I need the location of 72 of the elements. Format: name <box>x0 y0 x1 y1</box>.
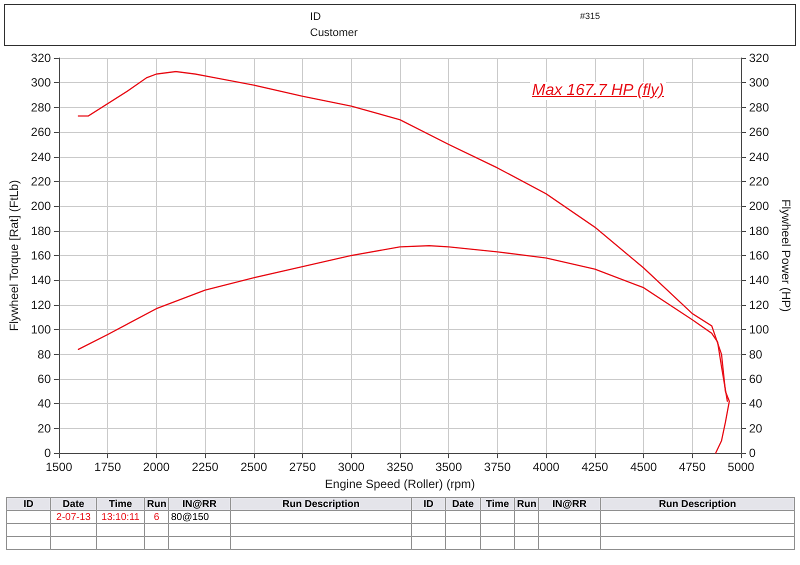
y-tick-label: 40 <box>38 396 52 411</box>
text: ID <box>310 11 321 23</box>
y-tick-label: 0 <box>44 446 52 460</box>
text: 80@150 <box>168 510 230 524</box>
y-tick-label: 140 <box>30 273 52 288</box>
text: 2-07-13 <box>50 510 96 524</box>
x-tick-label: 4750 <box>678 460 706 474</box>
x-tick-label: 2250 <box>192 460 219 474</box>
y2-tick-label: 120 <box>749 298 770 312</box>
y-tick-label: 280 <box>30 100 52 114</box>
text: IN@RR <box>168 498 230 510</box>
y-tick-label: 300 <box>30 76 52 90</box>
x-tick-label: 1750 <box>94 460 122 474</box>
y-tick-label: 20 <box>38 421 52 436</box>
y2-tick-label: 20 <box>749 421 763 436</box>
x-tick-label: 2750 <box>289 460 316 474</box>
y2-tick-label: 180 <box>749 224 770 238</box>
text: 13:10:11 <box>96 510 144 524</box>
text: 6 <box>144 510 168 524</box>
y-tick-label: 120 <box>30 298 52 312</box>
y-tick-label: 160 <box>30 248 52 263</box>
x-axis-title: Engine Speed (Roller) (rpm) <box>324 477 475 491</box>
y-tick-label: 80 <box>38 347 52 362</box>
y2-tick-label: 280 <box>749 100 770 114</box>
text: IN@RR <box>538 498 600 510</box>
x-tick-label: 5000 <box>728 460 755 474</box>
y-tick-label: 100 <box>30 322 52 337</box>
text: Run <box>144 498 168 510</box>
y-axis-title: Flywheel Torque [Rat] (FtLb) <box>7 180 21 332</box>
x-tick-label: 2000 <box>143 460 170 474</box>
y-tick-label: 320 <box>30 51 52 65</box>
text: Date <box>50 498 96 510</box>
y2-tick-label: 100 <box>749 322 770 337</box>
x-tick-label: 3000 <box>338 460 365 474</box>
text: Time <box>96 498 144 510</box>
y2-tick-label: 40 <box>749 396 763 411</box>
x-tick-label: 3500 <box>435 460 462 474</box>
x-tick-label: 1500 <box>46 460 73 474</box>
y2-tick-label: 320 <box>749 51 770 65</box>
text: #315 <box>580 11 600 21</box>
y-tick-label: 180 <box>30 224 52 238</box>
text: ID <box>6 498 50 510</box>
y-tick-label: 260 <box>30 125 52 140</box>
y2-tick-label: 200 <box>749 199 770 214</box>
y2-tick-label: 0 <box>749 446 756 460</box>
x-tick-label: 4000 <box>532 460 560 474</box>
y2-tick-label: 220 <box>749 174 770 188</box>
text: Run Description <box>230 498 412 510</box>
y2-tick-label: 240 <box>749 150 770 164</box>
annotation: Max 167.7 HP (fly) <box>530 82 666 100</box>
x-tick-label: 3250 <box>386 460 414 474</box>
y2-tick-label: 140 <box>749 273 770 288</box>
y-tick-label: 60 <box>38 372 52 386</box>
text: Run Description <box>600 498 794 510</box>
text: Run <box>514 498 538 510</box>
y-tick-label: 220 <box>30 174 52 188</box>
y2-tick-label: 60 <box>749 372 763 386</box>
text: ID <box>412 498 446 510</box>
y2-axis-title: Flywheel Power (HP) <box>778 199 793 312</box>
y2-tick-label: 160 <box>749 248 770 263</box>
y-tick-label: 200 <box>30 199 52 214</box>
x-tick-label: 4250 <box>581 460 609 474</box>
y-tick-label: 240 <box>30 150 52 164</box>
text: Date <box>446 498 480 510</box>
text: Time <box>480 498 514 510</box>
y2-tick-label: 80 <box>749 347 763 362</box>
x-tick-label: 2500 <box>240 460 268 474</box>
x-tick-label: 3750 <box>484 460 512 474</box>
x-tick-label: 4500 <box>630 460 658 474</box>
y2-tick-label: 260 <box>749 125 770 140</box>
y2-tick-label: 300 <box>749 76 770 90</box>
text: Customer <box>310 27 358 39</box>
